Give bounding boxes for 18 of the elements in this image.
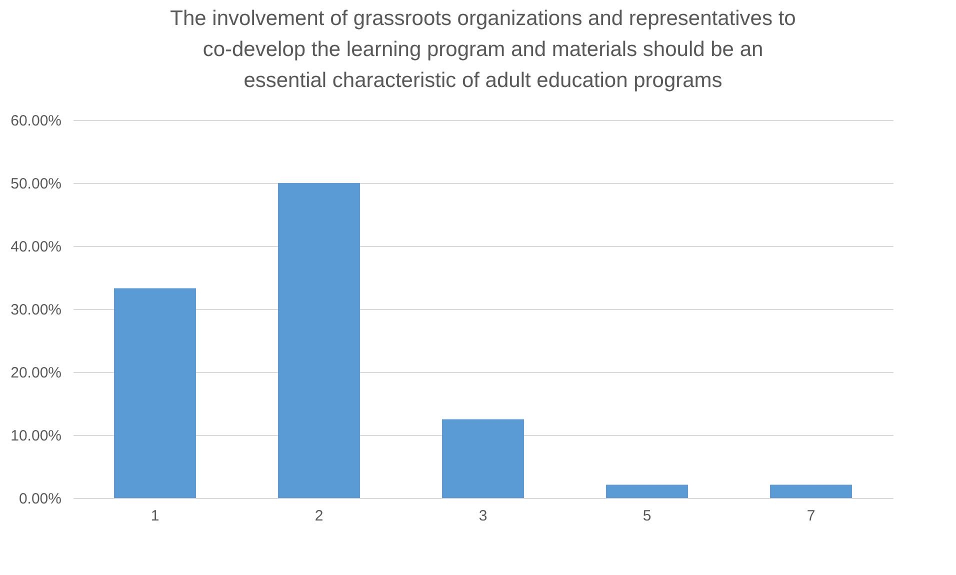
bar [442,419,524,498]
x-tick-label: 7 [806,508,816,524]
x-tick-label: 3 [478,508,488,524]
x-tick-label: 2 [314,508,324,524]
bar [114,288,196,498]
x-tick-label: 5 [642,508,652,524]
y-tick-label: 40.00% [10,238,62,256]
y-tick-label: 60.00% [10,112,62,130]
y-tick-label: 0.00% [18,490,62,508]
y-tick-label: 50.00% [10,176,62,192]
y-tick-label: 30.00% [10,302,62,318]
bar [278,183,360,498]
chart-title: The involvement of grassroots organizations and representatives to co-develop the learning program and materials should be an essential characteristic of adult education programs [170,7,796,92]
bar [606,484,688,498]
x-tick-label: 1 [150,508,160,524]
y-tick-label: 10.00% [10,428,62,444]
bar [770,484,852,498]
y-tick-label: 20.00% [10,364,62,382]
